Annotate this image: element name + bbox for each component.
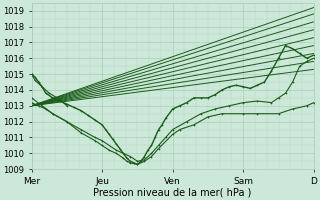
X-axis label: Pression niveau de la mer( hPa ): Pression niveau de la mer( hPa ) bbox=[93, 187, 252, 197]
